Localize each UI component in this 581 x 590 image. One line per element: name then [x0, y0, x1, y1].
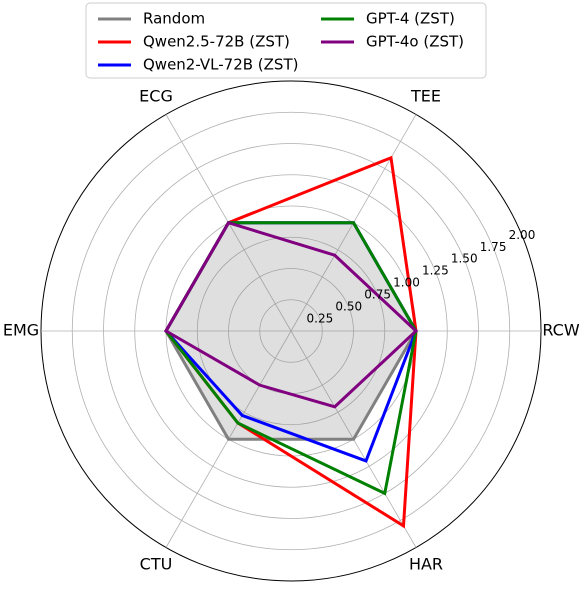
axis-label-emg: EMG — [3, 321, 39, 340]
legend-label-0: Random — [143, 10, 205, 28]
axis-label-har: HAR — [409, 554, 443, 573]
r-tick-label: 2.00 — [509, 228, 536, 242]
axis-label-ecg: ECG — [139, 87, 173, 106]
r-tick-label: 1.50 — [451, 252, 478, 266]
r-tick-label: 0.25 — [307, 312, 334, 326]
r-tick-label: 1.00 — [393, 276, 420, 290]
r-tick-label: 1.25 — [422, 264, 449, 278]
legend-label-3: GPT-4 (ZST) — [366, 10, 455, 28]
axis-label-tee: TEE — [410, 87, 441, 106]
legend-box — [85, 2, 487, 79]
labels: 0.250.500.751.001.251.501.752.00 RCW TEE EC… — [3, 87, 580, 574]
axis-label-rcw: RCW — [542, 321, 579, 340]
legend-label-4: GPT-4o (ZST) — [366, 33, 464, 51]
r-tick-label: 0.75 — [364, 288, 391, 302]
series-fill-0 — [166, 222, 416, 440]
legend-label-1: Qwen2.5-72B (ZST) — [143, 33, 290, 51]
axis-label-ctu: CTU — [140, 554, 173, 573]
series-group — [163, 155, 419, 529]
r-tick-label: 0.50 — [335, 300, 362, 314]
legend: Random Qwen2.5-72B (ZST) Qwen2-VL-72B (ZST… — [85, 2, 487, 79]
r-tick-label: 1.75 — [480, 240, 507, 254]
series-line-4 — [163, 220, 419, 409]
legend-label-2: Qwen2-VL-72B (ZST) — [143, 56, 298, 74]
